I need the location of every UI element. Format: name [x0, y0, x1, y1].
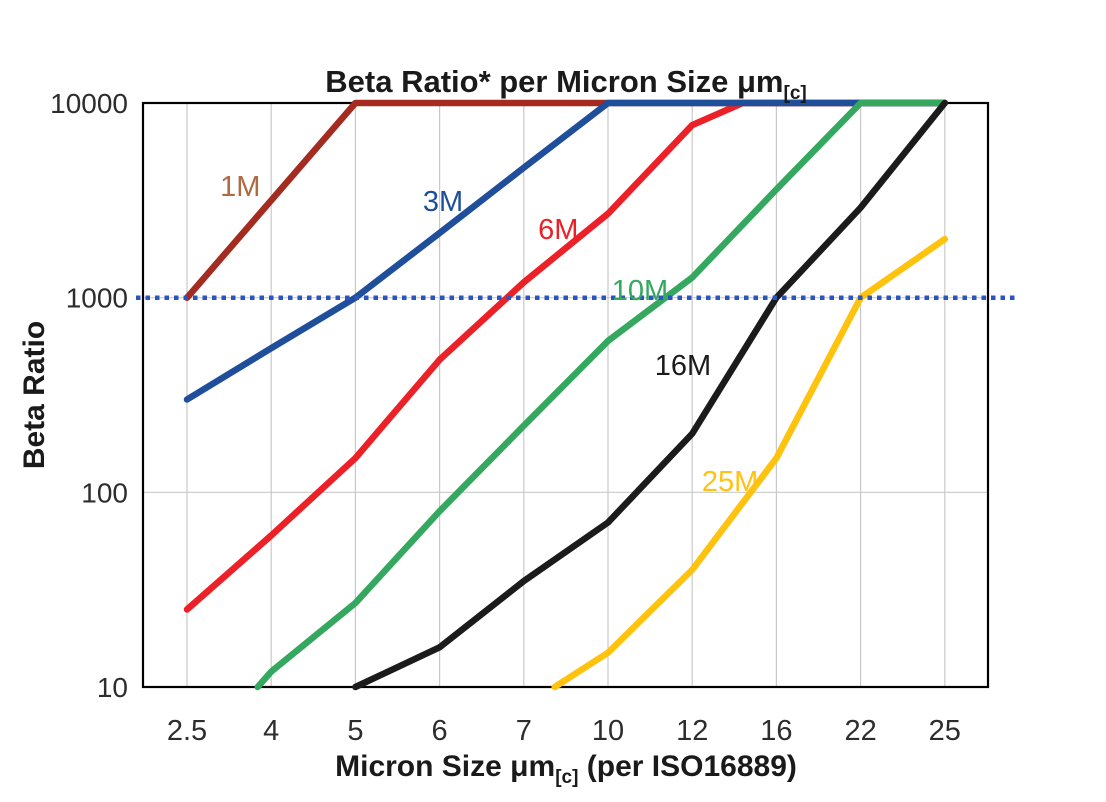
series-line-10M: [254, 99, 949, 691]
x-tick-label-16: 16: [760, 715, 792, 747]
y-axis-title: Beta Ratio: [18, 321, 51, 469]
x-tick-label-7: 7: [516, 715, 532, 747]
series-label-6M: 6M: [538, 214, 578, 246]
x-tick-label-6: 6: [432, 715, 448, 747]
x-tick-label-5: 5: [347, 715, 363, 747]
x-tick-label-4: 4: [263, 715, 279, 747]
y-tick-label-1000: 1000: [66, 283, 128, 314]
chart-title: Beta Ratio* per Micron Size μm[c]: [325, 64, 806, 104]
x-tick-label-22: 22: [844, 715, 876, 747]
series-line-6M: [183, 99, 949, 613]
series-label-1M: 1M: [220, 171, 260, 203]
y-tick-label-100: 100: [81, 477, 128, 508]
x-tick-label-2.5: 2.5: [167, 715, 207, 747]
x-tick-label-10: 10: [592, 715, 624, 747]
y-tick-label-10000: 10000: [50, 88, 128, 119]
series-label-16M: 16M: [655, 350, 711, 382]
series-line-25M: [551, 235, 949, 691]
x-axis-title: Micron Size μm[c] (per ISO16889): [335, 750, 797, 788]
x-tick-label-25: 25: [929, 715, 961, 747]
x-tick-label-12: 12: [676, 715, 708, 747]
series-line-16M: [352, 99, 949, 691]
series-label-25M: 25M: [702, 466, 758, 498]
series-line-3M: [183, 99, 949, 403]
series-label-3M: 3M: [423, 186, 463, 218]
series-label-10M: 10M: [612, 275, 668, 307]
y-tick-label-10: 10: [97, 672, 128, 703]
